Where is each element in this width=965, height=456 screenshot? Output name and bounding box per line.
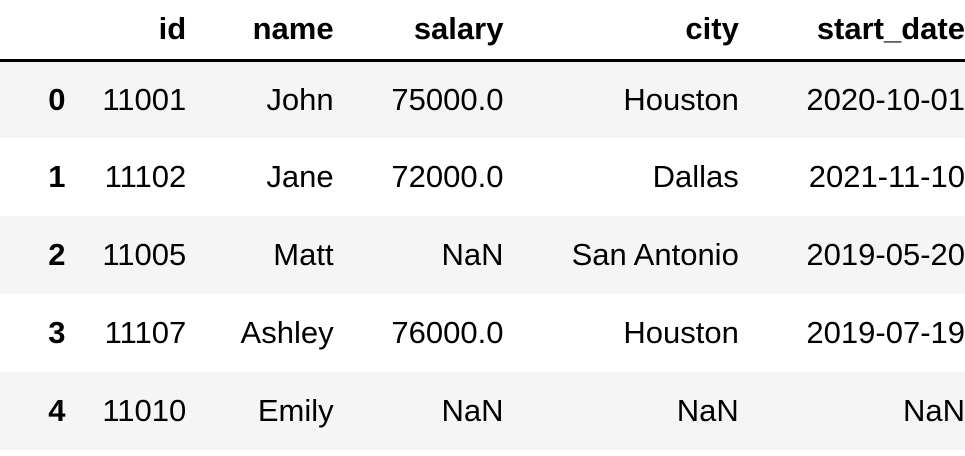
cell-salary: 72000.0 [391,159,504,194]
cell-city: NaN [676,393,739,428]
cell-salary: 76000.0 [391,315,504,350]
table-row: 0 11001 John 75000.0 Houston 2020-10-01 [0,60,965,138]
table-row: 1 11102 Jane 72000.0 Dallas 2021-11-10 [0,138,965,216]
cell-start-date: 2020-10-01 [806,81,965,117]
table-row: 4 11010 Emily NaN NaN NaN [0,372,965,450]
column-header-id: id [65,0,187,62]
row-index: 1 [48,159,66,194]
column-header-salary: salary [333,0,504,62]
cell-salary: NaN [441,393,504,428]
cell-id: 11107 [104,315,187,350]
cell-name: Matt [273,237,334,272]
cell-name: John [266,81,334,117]
cell-name: Jane [266,159,334,194]
cell-start-date: NaN [902,393,965,428]
cell-id: 11102 [104,159,187,194]
cell-start-date: 2019-05-20 [806,237,965,272]
cell-name: Ashley [240,315,334,350]
index-header [0,0,66,62]
cell-id: 11001 [102,81,187,117]
row-index: 2 [48,237,66,272]
cell-id: 11010 [102,393,187,428]
cell-name: Emily [257,393,334,428]
table-header: id name salary city start_date [0,0,965,62]
column-header-city: city [503,0,739,62]
cell-city: Houston [623,315,739,350]
cell-id: 11005 [102,237,187,272]
row-index: 4 [48,393,66,428]
table-body: 0 11001 John 75000.0 Houston 2020-10-01 … [0,60,965,450]
cell-city: San Antonio [571,237,739,272]
column-header-name: name [186,0,334,62]
table-row: 3 11107 Ashley 76000.0 Houston 2019-07-1… [0,294,965,372]
cell-salary: NaN [441,237,504,272]
cell-city: Dallas [652,159,739,194]
cell-start-date: 2019-07-19 [806,315,965,350]
cell-salary: 75000.0 [391,81,504,117]
cell-city: Houston [623,81,739,117]
row-index: 3 [48,315,66,350]
table-row: 2 11005 Matt NaN San Antonio 2019-05-20 [0,216,965,294]
cell-start-date: 2021-11-10 [808,159,965,194]
column-header-start-date: start_date [738,0,965,62]
header-row: id name salary city start_date [0,0,965,62]
row-index: 0 [48,81,66,117]
